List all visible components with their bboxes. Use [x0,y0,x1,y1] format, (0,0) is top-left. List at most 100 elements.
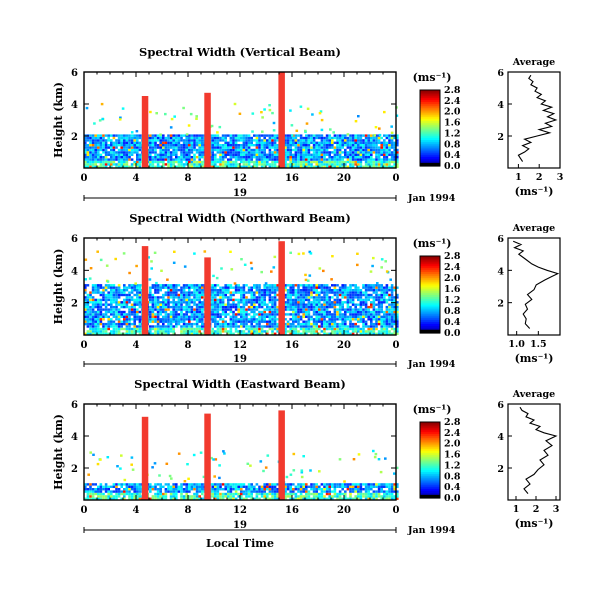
heatmap-cell [159,327,162,331]
heatmap-cell [89,298,92,302]
heatmap-cell [182,490,186,493]
heatmap-cell [370,310,373,314]
heatmap-cell [351,139,355,142]
heatmap-cell [219,298,222,302]
heatmap-cell [375,134,378,137]
heatmap-cell [328,301,331,304]
heatmap-cell [130,492,134,496]
heatmap-cell [359,495,363,498]
heatmap-cell [177,320,181,323]
heatmap-cell [351,163,355,166]
heatmap-cell [299,497,303,500]
heatmap-cell [175,485,178,488]
heatmap-cell [214,158,217,161]
heatmap-cell [104,485,108,488]
heatmap-cell [224,330,227,333]
heatmap-cell [172,303,175,306]
heatmap-cell [138,488,142,491]
heatmap-cell [383,146,386,149]
heatmap-cell [104,289,108,292]
heatmap-cell [193,165,196,168]
heatmap-cell [198,139,201,142]
heatmap-cell [130,139,134,142]
heatmap-cell [354,296,357,299]
heatmap-cell [251,112,255,115]
heatmap-cell [128,293,131,297]
heatmap-cell [234,286,238,289]
heatmap-cell [310,485,313,488]
heatmap-cell [318,332,321,335]
colorbar-segment [420,331,440,334]
heatmap-cell [396,156,399,159]
heatmap-cell [307,148,311,152]
heatmap-cell [169,315,173,318]
heatmap-cell [229,284,233,287]
heatmap-cell [117,151,121,154]
heatmap-cell [263,490,266,493]
heatmap-cell [149,158,152,161]
heatmap-cell [307,330,311,333]
heatmap-cell [247,492,251,496]
heatmap-cell [164,305,168,309]
colorbar-segment [420,296,440,299]
date-label: Jan 1994 [407,193,456,204]
heatmap-cell [354,146,357,149]
x-tick-label: 4 [133,340,140,351]
heatmap-cell [362,151,365,154]
heatmap-cell [115,293,118,297]
heatmap-cell [364,313,368,316]
heatmap-cell [97,160,100,164]
heatmap-cell [229,136,233,140]
heatmap-cell [172,483,175,486]
heatmap-cell [149,289,152,292]
heatmap-cell [167,327,170,331]
heatmap-cell [268,141,272,144]
heatmap-cell [97,158,100,161]
heatmap-cell [175,139,178,142]
heatmap-cell [172,315,175,318]
heatmap-cell [344,134,347,137]
heatmap-cell [351,322,355,326]
heatmap-cell [245,308,248,311]
heatmap-cell [123,139,126,142]
heatmap-cell [336,308,339,311]
heatmap-cell [263,488,266,491]
heatmap-cell [125,139,129,142]
heatmap-cell [354,156,357,159]
heatmap-cell [349,483,352,486]
colorbar-segment [420,107,440,110]
heatmap-cell [221,322,225,326]
heatmap-cell [198,293,201,297]
heatmap-cell [284,163,287,166]
heatmap-cell [130,305,134,309]
heatmap-cell [307,151,311,154]
heatmap-cell [312,298,316,302]
heatmap-cell [354,289,357,292]
heatmap-cell [177,284,181,287]
heatmap-cell [390,332,394,335]
heatmap-cell [388,165,391,168]
heatmap-cell [219,315,222,318]
heatmap-cell [289,251,292,254]
heatmap-cell [102,165,105,168]
heatmap-cell [357,163,360,166]
heatmap-cell [268,318,272,321]
heatmap-cell [320,310,324,314]
heatmap-cell [354,322,357,326]
heatmap-cell [346,139,350,142]
heatmap-cell [359,332,363,335]
heatmap-cell [393,313,396,316]
heatmap-cell [253,139,256,142]
heatmap-cell [284,327,287,331]
heatmap-cell [333,327,337,331]
heatmap-cell [268,325,272,328]
heatmap-cell [84,310,87,314]
heatmap-cell [130,284,134,287]
heatmap-cell [306,107,310,110]
heatmap-cell [258,330,261,333]
heatmap-cell [110,163,113,166]
heatmap-cell [156,291,160,294]
heatmap-cell [338,492,342,496]
heatmap-cell [260,320,264,323]
heatmap-cell [125,485,129,488]
